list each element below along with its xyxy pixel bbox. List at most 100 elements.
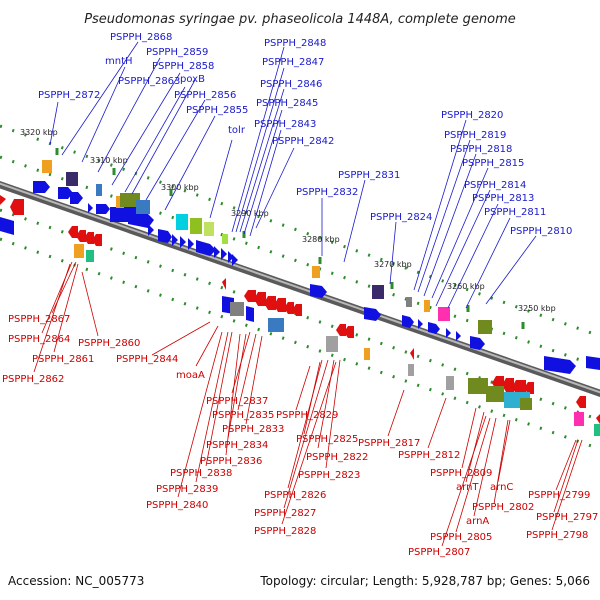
gene-label: PSPPH_2845 bbox=[256, 98, 318, 109]
gene-label: PSPPH_2846 bbox=[260, 79, 322, 90]
gene-arrow bbox=[196, 240, 216, 256]
gene-arrow bbox=[586, 356, 600, 370]
gene-label: PSPPH_2872 bbox=[38, 90, 100, 101]
gene-label: PSPPH_2805 bbox=[430, 532, 492, 543]
gene-label: PSPPH_2836 bbox=[200, 456, 262, 467]
gene-label: PSPPH_2824 bbox=[370, 212, 432, 223]
topology-text: Topology: circular; Length: 5,928,787 bp… bbox=[259, 574, 590, 588]
kbp-labels: 3320 kbp 3310 kbp 3300 kbp 3290 kbp 3280… bbox=[20, 128, 556, 313]
gene-label: PSPPH_2827 bbox=[254, 508, 316, 519]
gene-label: PSPPH_2847 bbox=[262, 57, 324, 68]
gene-arrow bbox=[33, 181, 50, 193]
forward-genes bbox=[0, 181, 600, 374]
gene-label: arnC bbox=[490, 482, 513, 493]
gene-label: PSPPH_2826 bbox=[264, 490, 326, 501]
bottom-gene-labels: PSPPH_2867 PSPPH_2864 PSPPH_2860 PSPPH_2… bbox=[2, 314, 598, 558]
gene-label: PSPPH_2859 bbox=[146, 47, 208, 58]
gene-arrow bbox=[84, 232, 94, 244]
gene-label: PSPPH_2812 bbox=[398, 450, 460, 461]
gene-arrow bbox=[456, 331, 461, 341]
gene-label: PSPPH_2823 bbox=[298, 470, 360, 481]
gene-label: PSPPH_2817 bbox=[358, 438, 420, 449]
gene-arrow bbox=[410, 348, 414, 360]
gene-label: moaA bbox=[176, 370, 205, 381]
kbp-label: 3250 kbp bbox=[518, 304, 556, 313]
gene-arrow bbox=[292, 304, 302, 316]
gene-label: arnT bbox=[456, 482, 479, 493]
gene-arrow bbox=[244, 290, 256, 302]
gene-label: PSPPH_2848 bbox=[264, 38, 326, 49]
gene-label: PSPPH_2811 bbox=[484, 207, 546, 218]
gene-arrow bbox=[576, 396, 586, 408]
gene-arrow bbox=[418, 319, 423, 329]
gene-label: PSPPH_2797 bbox=[536, 512, 598, 523]
gene-arrow bbox=[524, 382, 534, 394]
gene-label: PSPPH_2843 bbox=[254, 119, 316, 130]
gene-label: PSPPH_2867 bbox=[8, 314, 70, 325]
top-gene-labels: PSPPH_2868 mntH PSPPH_2859 PSPPH_2858 PS… bbox=[38, 32, 572, 237]
gene-arrow bbox=[344, 326, 354, 338]
gene-label: PSPPH_2837 bbox=[206, 396, 268, 407]
backbone bbox=[0, 181, 600, 397]
gene-label: PSPPH_2815 bbox=[462, 158, 524, 169]
gene-arrow bbox=[188, 238, 194, 250]
gene-label: PSPPH_2814 bbox=[464, 180, 526, 191]
gene-arrow bbox=[58, 187, 73, 199]
gene-label: PSPPH_2844 bbox=[116, 354, 178, 365]
gene-label: PSPPH_2838 bbox=[170, 468, 232, 479]
gene-arrow bbox=[148, 224, 154, 236]
gene-arrow bbox=[336, 324, 346, 336]
gene-label: PSPPH_2863 bbox=[118, 76, 180, 87]
gene-label: poxB bbox=[180, 74, 205, 85]
gene-arrow bbox=[10, 199, 24, 215]
gene-label: PSPPH_2813 bbox=[472, 193, 534, 204]
gene-arrow bbox=[214, 246, 220, 258]
feature-blocks bbox=[42, 160, 600, 436]
gene-arrow bbox=[428, 322, 440, 334]
gene-label: PSPPH_2832 bbox=[296, 187, 358, 198]
gene-arrow bbox=[96, 204, 110, 214]
gene-arrow bbox=[402, 315, 414, 328]
gene-label: PSPPH_2861 bbox=[32, 354, 94, 365]
gene-arrow bbox=[246, 306, 254, 322]
gene-arrow bbox=[158, 229, 172, 243]
gene-label: PSPPH_2798 bbox=[526, 530, 588, 541]
gene-arrow bbox=[364, 307, 381, 321]
gene-label: PSPPH_2828 bbox=[254, 526, 316, 537]
gene-arrow bbox=[264, 296, 276, 310]
gene-label: PSPPH_2825 bbox=[296, 434, 358, 445]
gene-arrow bbox=[0, 195, 6, 205]
kbp-label: 3320 kbp bbox=[20, 128, 58, 137]
gene-arrow bbox=[92, 234, 102, 246]
gene-label: PSPPH_2834 bbox=[206, 440, 268, 451]
gene-label: PSPPH_2864 bbox=[8, 334, 70, 345]
accession-text: Accession: NC_005773 bbox=[8, 574, 144, 588]
gene-label: PSPPH_2802 bbox=[472, 502, 534, 513]
kbp-label: 3310 kbp bbox=[90, 156, 128, 165]
gene-arrow bbox=[232, 254, 238, 266]
gene-label: PSPPH_2829 bbox=[276, 410, 338, 421]
top-leader-lines bbox=[49, 41, 537, 309]
gene-label: PSPPH_2858 bbox=[152, 61, 214, 72]
gene-label: mntH bbox=[105, 56, 133, 67]
gene-arrow bbox=[222, 278, 226, 290]
gene-arrow bbox=[0, 217, 14, 235]
gene-label: tolr bbox=[228, 125, 246, 136]
gene-label: arnA bbox=[466, 516, 489, 527]
gene-arrow bbox=[172, 234, 178, 246]
gene-arrow bbox=[310, 284, 327, 298]
bottom-leader-lines bbox=[33, 261, 583, 547]
gene-label: PSPPH_2810 bbox=[510, 226, 572, 237]
gene-label: PSPPH_2862 bbox=[2, 374, 64, 385]
gene-label: PSPPH_2831 bbox=[338, 170, 400, 181]
gene-arrow bbox=[228, 251, 234, 263]
gene-label: PSPPH_2818 bbox=[450, 144, 512, 155]
gene-arrow bbox=[68, 226, 78, 238]
map-title: Pseudomonas syringae pv. phaseolicola 14… bbox=[84, 12, 516, 27]
gene-arrow bbox=[470, 336, 485, 350]
major-ticks bbox=[55, 148, 525, 329]
kbp-label: 3270 kbp bbox=[374, 260, 412, 269]
gene-label: PSPPH_2809 bbox=[430, 468, 492, 479]
gene-label: PSPPH_2855 bbox=[186, 105, 248, 116]
